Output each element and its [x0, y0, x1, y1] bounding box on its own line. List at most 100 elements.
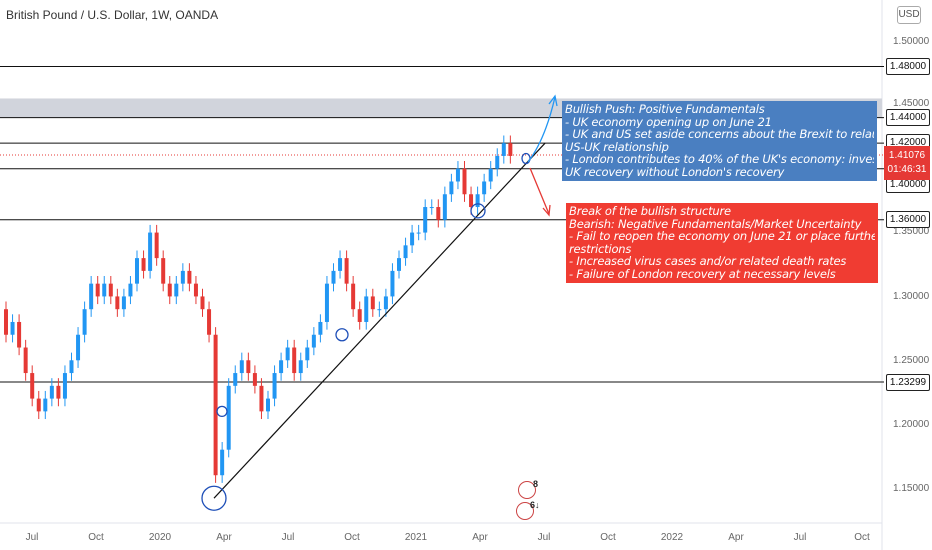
- bearish-arrow: [529, 167, 550, 215]
- x-tick: Jul: [281, 532, 295, 543]
- candle-body: [49, 385, 54, 399]
- note-line: - UK economy opening up on June 21: [565, 115, 772, 128]
- candle-body: [56, 385, 61, 399]
- candle-body: [17, 321, 22, 348]
- candle-body: [82, 309, 87, 335]
- candle-body: [154, 232, 159, 259]
- level-label: 1.48000: [886, 58, 930, 75]
- symbol-title: British Pound / U.S. Dollar, 1W, OANDA: [6, 8, 219, 22]
- candle-body: [246, 360, 251, 374]
- candle-body: [298, 360, 303, 374]
- candle-body: [397, 258, 401, 271]
- level-label: 1.44000: [886, 109, 930, 126]
- highlight-circle: [470, 203, 486, 219]
- trend-line: [213, 142, 546, 499]
- candle-body: [423, 207, 428, 233]
- candle-body: [279, 360, 284, 374]
- candle-body: [403, 245, 408, 259]
- x-tick: Jul: [537, 532, 551, 543]
- candle-body: [193, 283, 198, 297]
- candle-body: [495, 155, 500, 169]
- candle-body: [95, 283, 100, 297]
- candle-body: [180, 270, 185, 284]
- flag-icon[interactable]: [518, 481, 536, 499]
- y-tick: 1.35000: [893, 226, 930, 237]
- note-line: Break of the bullish structure: [569, 205, 731, 218]
- candle-body: [167, 283, 172, 297]
- x-tick: Apr: [216, 532, 232, 543]
- note-line: restrictions: [569, 242, 632, 255]
- candle-body: [135, 258, 139, 284]
- bullish-arrowhead: [548, 94, 558, 107]
- bar-countdown: 01:46:31: [887, 164, 927, 175]
- candle-body: [226, 385, 231, 450]
- candle-body: [410, 232, 415, 246]
- candle-body: [220, 449, 225, 476]
- candle-body: [416, 232, 421, 234]
- candle-body: [390, 270, 395, 297]
- bearish-annotation[interactable]: Break of the bullish structure Bearish: …: [566, 203, 878, 283]
- x-tick: Oct: [344, 532, 360, 543]
- bullish-annotation[interactable]: Bullish Push: Positive Fundamentals - UK…: [562, 101, 877, 181]
- y-tick: 1.30000: [893, 291, 930, 302]
- candle-body: [148, 232, 153, 271]
- candle-body: [62, 373, 67, 399]
- candle-body: [377, 309, 382, 311]
- candle-body: [108, 283, 113, 297]
- current-price: 1.41076: [888, 150, 926, 161]
- candle-body: [442, 194, 447, 220]
- note-line: - Increased virus cases and/or related d…: [569, 255, 847, 268]
- note-line: - UK and US set aside concerns about the…: [565, 128, 874, 141]
- candle-body: [475, 194, 480, 208]
- highlight-circle: [201, 485, 227, 511]
- candle-body: [272, 373, 277, 399]
- candle-body: [89, 283, 94, 310]
- note-line: - Failure of London recovery at necessar…: [569, 267, 836, 280]
- candle-body: [207, 309, 212, 335]
- x-tick: Jul: [793, 532, 807, 543]
- candle-body: [429, 207, 434, 209]
- note-line: - Fail to reopen the economy on June 21 …: [569, 230, 875, 243]
- event-count: 8: [533, 479, 539, 489]
- candle-body: [488, 168, 493, 182]
- candle-body: [36, 398, 41, 412]
- candle-body: [161, 258, 166, 284]
- candle-body: [174, 283, 179, 297]
- x-tick: Oct: [600, 532, 616, 543]
- note-line: Bullish Push: Positive Fundamentals: [565, 103, 765, 116]
- x-tick: Jul: [25, 532, 39, 543]
- bearish-arrowhead: [542, 204, 551, 217]
- highlight-circle: [216, 405, 228, 418]
- candle-body: [455, 168, 460, 182]
- x-tick: Apr: [728, 532, 744, 543]
- candle-body: [4, 309, 8, 335]
- candle-body: [200, 296, 205, 310]
- y-tick: 1.15000: [893, 483, 930, 494]
- bullish-arrow: [527, 96, 556, 163]
- event-count: 6↓: [530, 500, 540, 510]
- candle-body: [69, 360, 74, 374]
- x-tick: 2020: [148, 532, 172, 543]
- candle-body: [10, 321, 15, 335]
- candle-body: [292, 347, 297, 374]
- candle-body: [462, 168, 467, 195]
- y-tick: 1.25000: [893, 355, 930, 366]
- candle-body: [76, 334, 81, 361]
- candle-body: [351, 283, 356, 310]
- flag-icon[interactable]: [516, 502, 534, 520]
- candle-body: [43, 398, 48, 412]
- candle-body: [305, 347, 310, 361]
- candle-body: [141, 258, 146, 271]
- candle-body: [508, 143, 513, 156]
- currency-button[interactable]: USD: [897, 6, 921, 24]
- candle-body: [23, 347, 28, 374]
- note-line: Bearish: Negative Fundamentals/Market Un…: [569, 217, 862, 230]
- candle-body: [449, 181, 454, 195]
- candle-body: [383, 296, 388, 310]
- level-label: 1.23299: [886, 374, 930, 391]
- y-tick: 1.20000: [893, 419, 930, 430]
- candle-body: [121, 296, 126, 310]
- candle-body: [102, 283, 107, 297]
- candle-body: [364, 296, 369, 322]
